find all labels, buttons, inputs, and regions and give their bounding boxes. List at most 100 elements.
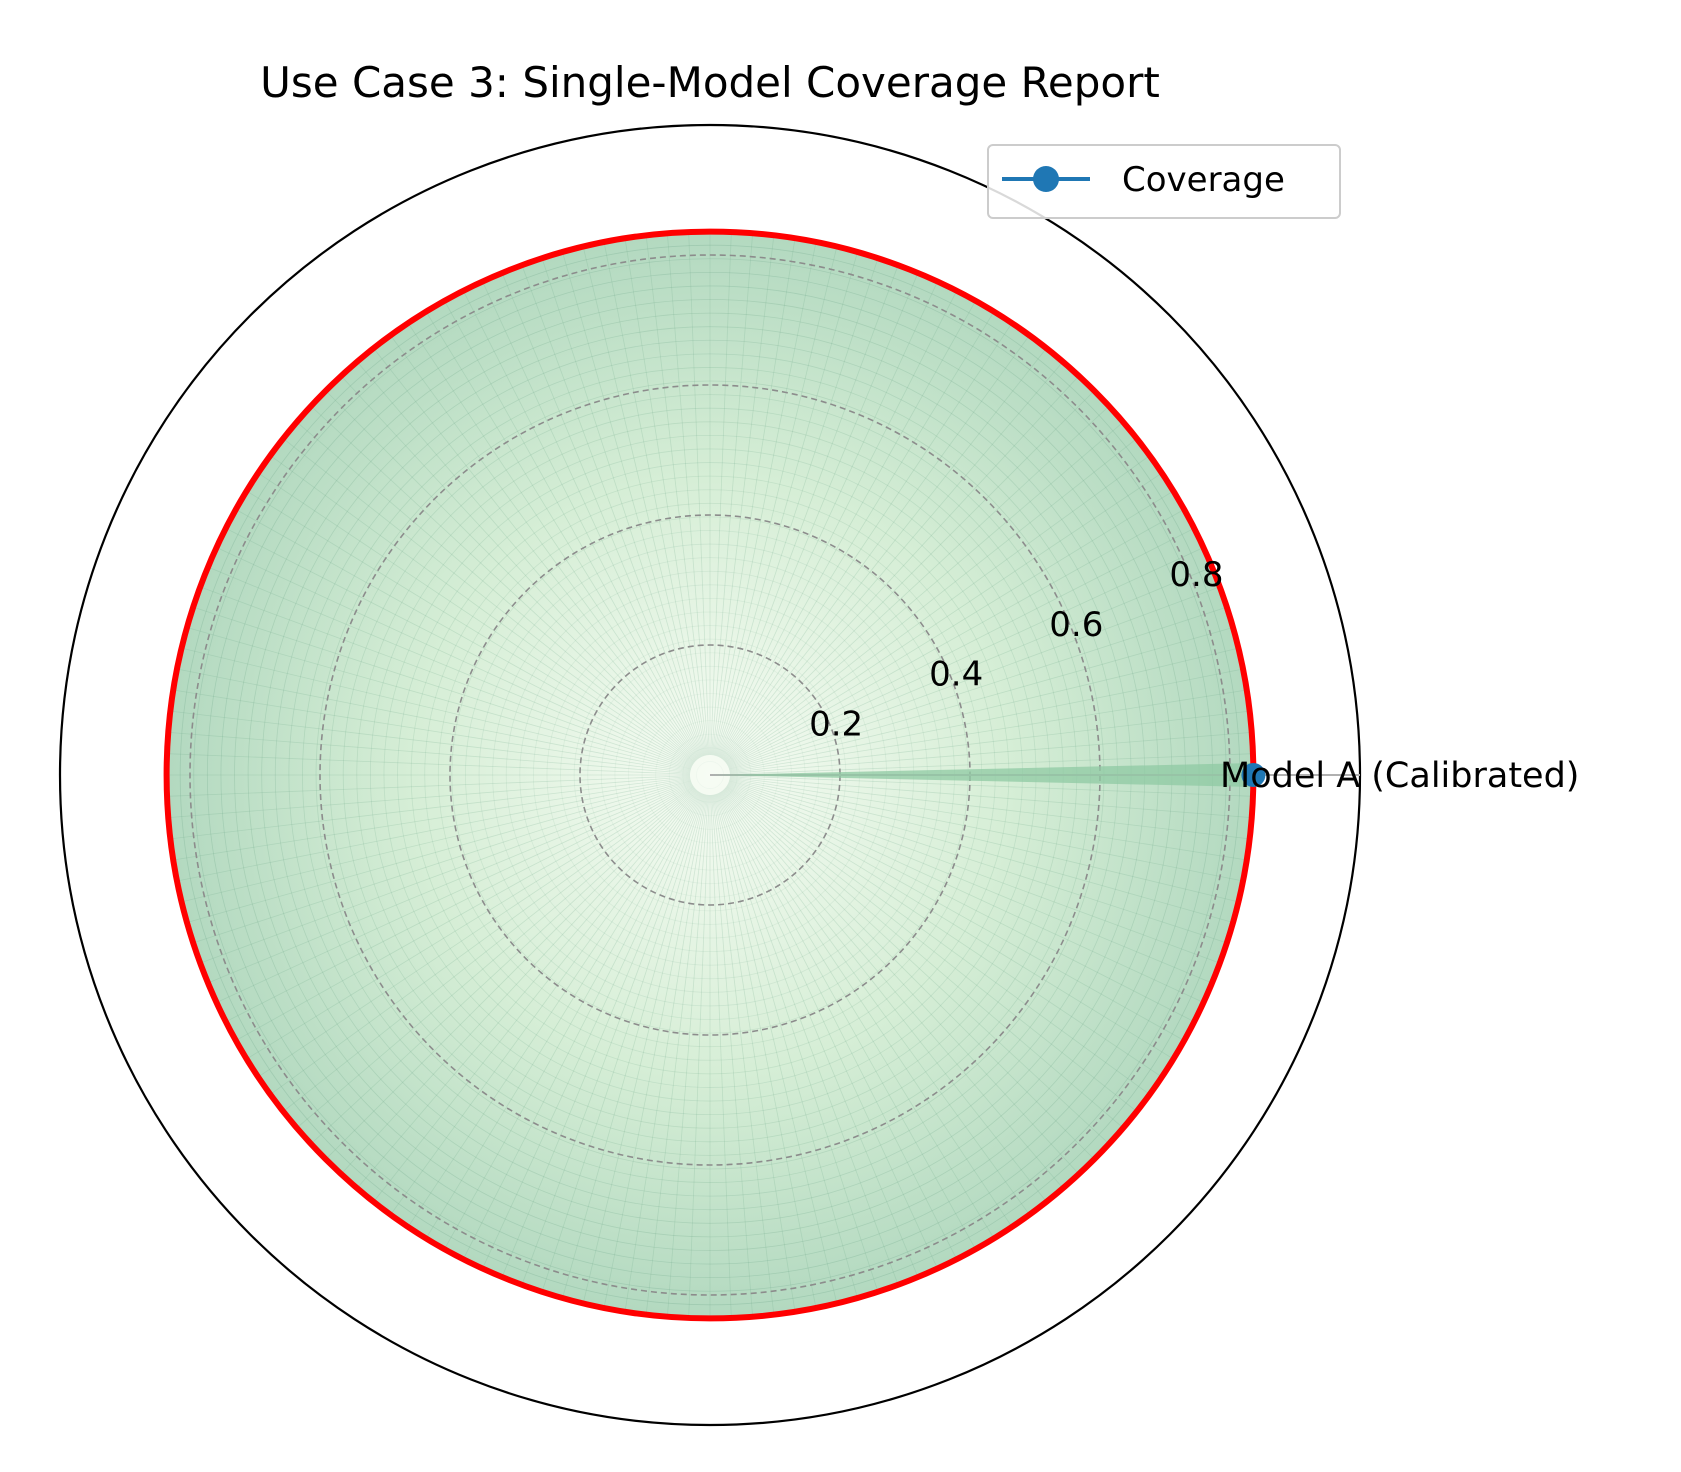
texture-spoke bbox=[724, 787, 1124, 1129]
texture-spoke bbox=[501, 793, 703, 1278]
legend-box bbox=[987, 144, 1341, 219]
texture-spoke bbox=[711, 794, 775, 1315]
texture-spoke bbox=[723, 788, 1095, 1160]
texture-spoke bbox=[235, 509, 693, 766]
texture-spoke bbox=[722, 790, 1047, 1202]
texture-spoke bbox=[716, 793, 899, 1285]
texture-spoke bbox=[719, 300, 976, 758]
texture-spoke bbox=[725, 438, 1137, 763]
texture-spoke bbox=[270, 455, 695, 764]
texture-spoke bbox=[186, 627, 691, 770]
texture-spoke bbox=[729, 776, 1250, 840]
texture-spoke bbox=[723, 789, 1080, 1175]
texture-spoke bbox=[729, 776, 1252, 819]
texture-spoke bbox=[246, 785, 694, 1060]
texture-spoke bbox=[726, 490, 1174, 765]
data-point-coverage bbox=[1241, 763, 1266, 787]
legend-marker-coverage bbox=[1033, 166, 1059, 192]
r-tick-label-0.2: 0.2 bbox=[809, 704, 863, 744]
texture-spoke bbox=[725, 787, 1137, 1112]
texture-spoke bbox=[710, 232, 732, 756]
texture-spoke bbox=[729, 710, 1250, 774]
texture-spoke bbox=[356, 361, 698, 761]
texture-spoke bbox=[216, 783, 693, 1003]
texture-spoke bbox=[723, 375, 1080, 761]
texture-spoke bbox=[721, 790, 1030, 1215]
texture-spoke bbox=[444, 792, 701, 1250]
texture-spoke bbox=[462, 290, 702, 758]
texture-spoke bbox=[482, 792, 702, 1269]
texture-spoke bbox=[407, 322, 700, 759]
texture-spoke bbox=[257, 785, 694, 1078]
texture-spoke bbox=[721, 335, 1030, 760]
texture-spoke bbox=[173, 689, 691, 773]
texture-spoke bbox=[724, 421, 1124, 763]
texture-spoke bbox=[729, 647, 1239, 771]
texture-spoke bbox=[296, 421, 696, 763]
texture-spoke bbox=[710, 794, 732, 1318]
chart-title: Use Case 3: Single-Model Coverage Report bbox=[260, 58, 1160, 107]
texture-spoke bbox=[582, 246, 706, 756]
texture-spoke bbox=[729, 777, 1247, 861]
texture-spoke bbox=[712, 794, 796, 1312]
texture-spoke bbox=[225, 527, 693, 767]
series-area bbox=[710, 763, 1254, 787]
texture-spoke bbox=[200, 781, 692, 964]
texture-spoke bbox=[340, 789, 697, 1175]
texture-spoke bbox=[729, 668, 1244, 772]
texture-spoke bbox=[666, 794, 709, 1317]
texture-spoke bbox=[718, 281, 938, 758]
texture-spoke bbox=[562, 251, 705, 756]
texture-spoke bbox=[727, 527, 1195, 767]
texture-spoke bbox=[270, 786, 695, 1095]
texture-spoke bbox=[728, 606, 1227, 770]
texture-spoke bbox=[310, 788, 696, 1145]
texture-spoke bbox=[283, 438, 695, 763]
texture-spoke bbox=[407, 791, 700, 1228]
texture-spoke bbox=[193, 606, 692, 770]
texture-spoke bbox=[624, 238, 708, 756]
texture-spoke bbox=[715, 794, 858, 1299]
texture-spoke bbox=[257, 472, 694, 765]
texture-spoke bbox=[729, 775, 1253, 797]
texture-spoke bbox=[181, 779, 691, 903]
texture-spoke bbox=[715, 251, 858, 756]
texture-spoke bbox=[724, 405, 1110, 762]
texture-spoke bbox=[325, 788, 697, 1160]
texture-spoke bbox=[310, 405, 696, 762]
texture-spoke bbox=[729, 689, 1247, 773]
texture-spoke bbox=[713, 794, 817, 1309]
texture-spoke bbox=[168, 776, 691, 819]
texture-spoke bbox=[216, 547, 693, 767]
r-tick-labels: 0.2 0.4 0.6 0.8 bbox=[809, 555, 1223, 744]
texture-spoke bbox=[340, 375, 697, 761]
texture-spoke bbox=[296, 787, 696, 1129]
texture-spoke bbox=[713, 241, 817, 756]
texture-spoke bbox=[715, 793, 879, 1292]
texture-spoke bbox=[562, 794, 705, 1299]
texture-spoke bbox=[715, 258, 879, 757]
legend-label-coverage: Coverage bbox=[1122, 160, 1285, 200]
texture-spoke bbox=[501, 272, 703, 757]
texture-spoke bbox=[225, 783, 693, 1023]
texture-spoke bbox=[624, 794, 708, 1312]
texture-spoke bbox=[170, 710, 691, 774]
texture-spoke bbox=[724, 788, 1110, 1145]
texture-spoke bbox=[711, 235, 775, 756]
texture-spoke bbox=[181, 647, 691, 771]
texture-spoke bbox=[728, 781, 1220, 964]
texture-spoke bbox=[711, 233, 754, 756]
texture-spoke bbox=[356, 789, 698, 1189]
texture-spoke bbox=[186, 780, 691, 923]
texture-spoke bbox=[521, 793, 704, 1285]
texture-spoke bbox=[726, 472, 1163, 765]
texture-spoke bbox=[714, 246, 838, 756]
texture-spoke bbox=[666, 233, 709, 756]
texture-spoke bbox=[425, 311, 700, 759]
legend: Coverage bbox=[987, 144, 1341, 219]
texture-spoke bbox=[603, 794, 707, 1309]
texture-spoke bbox=[645, 794, 709, 1315]
texture-spoke bbox=[722, 789, 1064, 1189]
texture-spoke bbox=[729, 779, 1239, 903]
texture-spoke bbox=[725, 786, 1150, 1095]
